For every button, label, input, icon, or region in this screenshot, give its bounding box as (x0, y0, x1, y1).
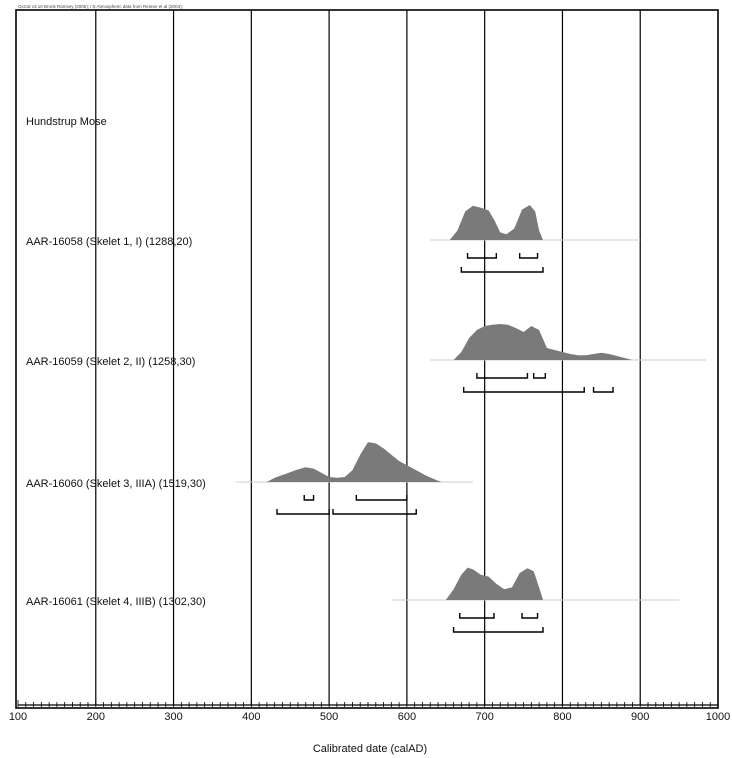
density-area (453, 324, 633, 360)
tick-label-900: 900 (631, 711, 649, 723)
tick-label-800: 800 (553, 711, 571, 723)
range-68-bracket (532, 373, 547, 379)
sample-3: AAR-16060 (Skelet 3, IIIA) (1519,30) (26, 442, 473, 515)
tick-label-600: 600 (398, 711, 416, 723)
range-68-bracket (521, 613, 539, 619)
sample-1: AAR-16058 (Skelet 1, I) (1288,20) (26, 205, 641, 273)
range-95-bracket (276, 509, 330, 515)
range-68-bracket (518, 253, 539, 259)
sample-label: AAR-16060 (Skelet 3, IIIA) (1519,30) (26, 478, 206, 490)
sample-4: AAR-16061 (Skelet 4, IIIB) (1302,30) (26, 567, 680, 633)
range-95-bracket (592, 387, 614, 393)
sample-2: AAR-16059 (Skelet 2, II) (1258,30) (26, 324, 707, 393)
range-68-bracket (476, 373, 529, 379)
tick-label-500: 500 (320, 711, 338, 723)
sample-label: AAR-16061 (Skelet 4, IIIB) (1302,30) (26, 596, 206, 608)
sample-label: AAR-16058 (Skelet 1, I) (1288,20) (26, 236, 192, 248)
series: AAR-16058 (Skelet 1, I) (1288,20) AAR-160… (26, 205, 707, 633)
range-68-bracket (355, 495, 408, 501)
range-95-bracket (332, 509, 417, 515)
range-95-bracket (460, 267, 544, 273)
range-68-bracket (466, 253, 498, 259)
tick-label-700: 700 (475, 711, 493, 723)
range-95-bracket (452, 627, 544, 633)
density-area (449, 205, 543, 240)
tick-label-400: 400 (242, 711, 260, 723)
range-95-bracket (462, 387, 585, 393)
x-axis-label: Calibrated date (calAD) (313, 743, 427, 755)
tick-label-200: 200 (87, 711, 105, 723)
density-area (445, 567, 543, 600)
chart-credit: OxCal v3.10 Bronk Ramsey (2005); r:5 Atm… (18, 4, 183, 9)
tick-label-1000: 1000 (706, 711, 730, 723)
x-axis: 100 200 300 400 500 600 700 800 900 1000 (9, 700, 730, 723)
tick-label-300: 300 (164, 711, 182, 723)
sample-label: AAR-16059 (Skelet 2, II) (1258,30) (26, 356, 195, 368)
tick-label-100: 100 (9, 711, 27, 723)
range-68-bracket (459, 613, 495, 619)
range-68-bracket (303, 495, 315, 501)
site-title: Hundstrup Mose (26, 116, 107, 128)
density-area (266, 442, 442, 482)
